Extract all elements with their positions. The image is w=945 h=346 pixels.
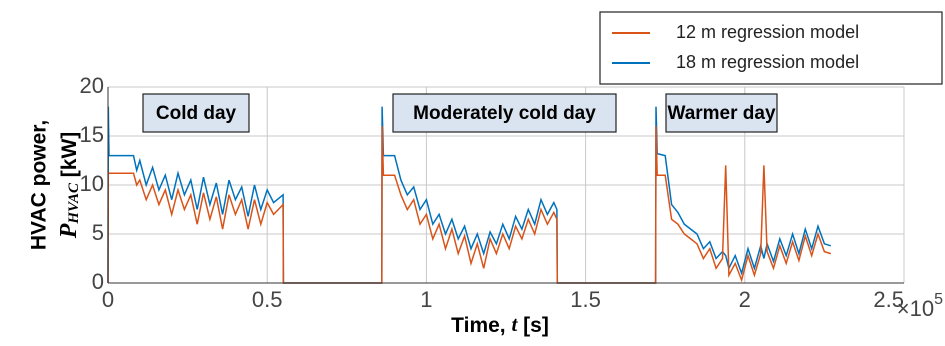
x-tick-label: 0 (102, 287, 114, 312)
x-label: Time, t [s] (451, 312, 549, 337)
annotation: Cold day (156, 103, 237, 124)
y-label-sub: HVAC (66, 182, 82, 225)
y-label-sym: P (56, 223, 82, 239)
x-tick-label: 0.5 (252, 287, 283, 312)
legend-box (599, 11, 943, 85)
multiplier-exp: 5 (934, 291, 943, 308)
lines (107, 106, 832, 284)
legend-label: 12 m regression model (676, 22, 859, 42)
x-multiplier: ×105 (897, 291, 943, 321)
y-tick-label: 0 (92, 269, 104, 294)
legend: 12 m regression model 18 m regression mod… (599, 11, 943, 85)
x-tick-label: 1 (420, 287, 432, 312)
multiplier-base: ×10 (897, 296, 934, 321)
y-label-line2: PHVAC [kW] (56, 132, 83, 240)
x-label-unit: [s] (517, 314, 549, 337)
x-tick-label: 2.5 (873, 287, 904, 312)
x-tick-label: 1.5 (570, 287, 601, 312)
series-line (107, 126, 832, 284)
y-tick-label: 15 (80, 122, 104, 147)
annotations: Cold day Moderately cold day Warmer day (142, 93, 778, 133)
legend-label: 18 m regression model (676, 52, 859, 72)
ticks: 0 0.5 1 1.5 2 2.5 0 5 10 15 20 (80, 73, 904, 312)
annotation: Moderately cold day (413, 103, 596, 124)
x-label-var: t (511, 312, 518, 336)
y-label: HVAC power, PHVAC [kW] (28, 120, 83, 250)
y-tick-label: 5 (92, 220, 104, 245)
annotation-box (392, 93, 617, 133)
annotation: Warmer day (667, 103, 775, 124)
y-label-line1: HVAC power, (28, 120, 51, 250)
annotation-box (665, 93, 778, 133)
x-label-text: Time, (451, 314, 511, 337)
y-tick-label: 10 (80, 171, 104, 196)
x-tick-label: 2 (739, 287, 751, 312)
y-label-unit: [kW] (58, 132, 81, 183)
y-tick-label: 20 (80, 73, 104, 98)
annotation-box (142, 93, 250, 133)
series-line (107, 106, 832, 284)
